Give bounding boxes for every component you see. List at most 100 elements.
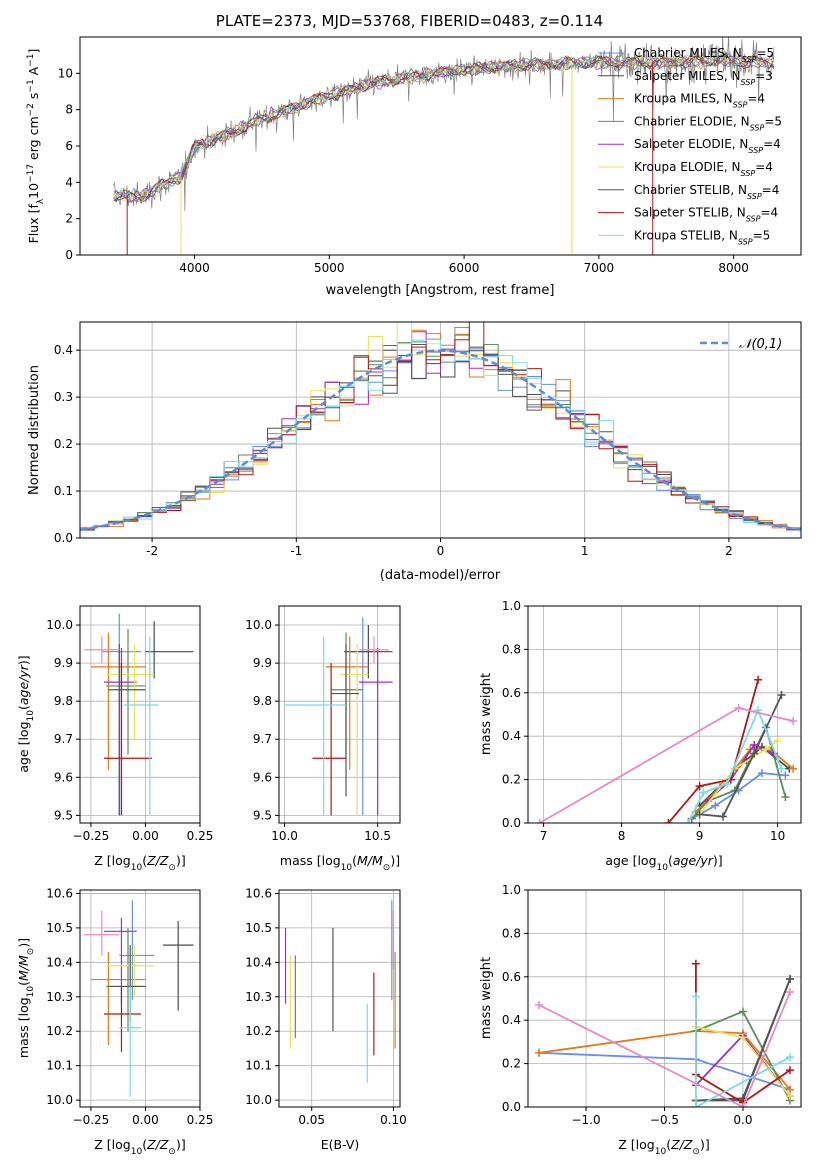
weight-marker	[738, 1103, 747, 1107]
age-weight-panel: 7 8 9 10 0.0 0.2 0.4 0.6 0.8 1.0 age [log10(age/yr…	[479, 599, 802, 873]
x-tick-label: −0.25	[73, 829, 110, 843]
y-tick-label: 10.6	[46, 886, 73, 900]
weight-marker	[750, 749, 759, 758]
plot-area	[80, 322, 801, 532]
x-axis-label: wavelength [Angstrom, rest frame]	[326, 283, 555, 298]
legend-label: 𝒩(0,1)	[739, 337, 782, 352]
y-tick-label: 4	[65, 175, 73, 189]
x-tick-label: 6000	[449, 261, 480, 275]
y-axis-label: mass weight	[479, 673, 494, 755]
y-tick-label: 0	[65, 248, 73, 262]
y-tick-label: 1.0	[502, 883, 521, 897]
legend-label: Chabrier MILES, NSSP=5	[634, 46, 774, 64]
spectrum-legend: Chabrier MILES, NSSP=5 Salpeter MILES, NS…	[598, 46, 782, 246]
y-tick-label: 9.8	[54, 694, 73, 708]
plot-area	[534, 959, 795, 1107]
y-tick-label: 0.4	[502, 1013, 521, 1027]
weight-marker	[722, 779, 731, 788]
plot-area	[84, 900, 194, 1097]
y-tick-label: 10	[58, 66, 73, 80]
legend-label: Salpeter MILES, NSSP=3	[634, 69, 773, 87]
weight-marker	[786, 1066, 795, 1075]
axes-frame	[79, 889, 201, 1108]
z-mass-panel: −0.25 0.00 0.25 10.0 10.1 10.2 10.3 10.4 10.5 10.…	[16, 886, 213, 1157]
y-axis-label: Flux [fλ10−17 erg cm−2 s−1 A−1]	[26, 49, 46, 244]
y-axis-label: mass [log10(M/M⊙)]	[16, 938, 36, 1058]
weight-marker	[786, 1053, 795, 1062]
weight-line	[538, 991, 791, 1107]
weight-marker	[534, 1048, 543, 1057]
x-tick-label: 0.10	[380, 1113, 407, 1127]
weight-marker	[711, 801, 720, 810]
legend-label: Kroupa ELODIE, NSSP=4	[634, 160, 773, 178]
x-tick-label: 10	[770, 829, 785, 843]
legend-label: Salpeter STELIB, NSSP=4	[634, 206, 778, 224]
weight-marker	[786, 974, 795, 983]
weight-marker	[754, 675, 763, 684]
x-axis-label: Z [log10(Z/Z⊙)]	[94, 1137, 185, 1157]
y-tick-label: 2	[65, 212, 73, 226]
x-tick-label: -1	[290, 544, 302, 558]
legend-label: Chabrier ELODIE, NSSP=5	[634, 114, 782, 131]
y-tick-label: 0.3	[54, 390, 73, 404]
axes-frame	[79, 605, 201, 824]
y-tick-label: 0.6	[502, 686, 521, 700]
y-tick-label: 0.2	[502, 773, 521, 787]
y-axis-label: age [log10(age/yr)]	[16, 655, 36, 772]
weight-marker	[664, 819, 673, 823]
figure-title: PLATE=2373, MJD=53768, FIBERID=0483, z=0…	[215, 12, 604, 30]
x-tick-label: 8000	[718, 261, 749, 275]
y-tick-label: 10.0	[245, 1093, 272, 1107]
x-axis-label: E(B-V)	[321, 1137, 360, 1152]
plot-area	[284, 617, 393, 816]
plot-area	[284, 900, 396, 1083]
y-tick-label: 10.4	[245, 955, 272, 969]
x-tick-label: 9	[696, 829, 704, 843]
y-tick-label: 0.2	[54, 437, 73, 451]
y-tick-label: 1.0	[502, 599, 521, 613]
x-tick-label: 0.0	[733, 1113, 752, 1127]
weight-marker	[773, 736, 782, 745]
axes-frame	[527, 605, 802, 824]
weight-marker	[699, 788, 708, 797]
z-age-panel: −0.25 0.00 0.25 9.5 9.6 9.7 9.8 9.9 10.0 Z [log10…	[16, 605, 213, 873]
y-tick-label: 10.1	[46, 1059, 73, 1073]
y-tick-label: 9.9	[54, 656, 73, 670]
y-tick-label: 10.2	[245, 1024, 272, 1038]
x-tick-label: 5000	[314, 261, 345, 275]
y-tick-label: 9.5	[253, 808, 272, 822]
x-axis-label: (data-model)/error	[380, 568, 501, 583]
y-tick-label: 0.2	[502, 1057, 521, 1071]
weight-line	[667, 679, 759, 823]
x-tick-label: 0.05	[298, 1113, 325, 1127]
x-tick-label: 7000	[584, 261, 615, 275]
y-tick-label: 10.6	[245, 886, 272, 900]
ebv-mass-panel: 0.05 0.10 10.0 10.1 10.2 10.3 10.4 10.5 10.6 E(B-…	[245, 886, 407, 1152]
y-axis-label: Normed distribution	[27, 365, 42, 495]
weight-marker	[786, 1092, 795, 1101]
weight-line	[699, 694, 783, 818]
weight-marker	[750, 740, 759, 749]
histogram-panel: -2 -1 0 1 2 0.0 0.1 0.2 0.3 0.4 𝒩(0,1) (data-model)…	[27, 321, 802, 583]
y-tick-label: 0.1	[54, 484, 73, 498]
y-tick-label: 0.0	[502, 816, 521, 830]
weight-marker	[789, 764, 798, 773]
model-spectrum	[113, 55, 775, 202]
x-tick-label: 0.25	[187, 1113, 214, 1127]
x-tick-label: 10.0	[271, 829, 298, 843]
y-tick-label: 10.0	[245, 618, 272, 632]
legend-label: Kroupa STELIB, NSSP=5	[634, 228, 770, 246]
x-tick-label: 0	[437, 544, 445, 558]
weight-line	[539, 707, 794, 823]
y-tick-label: 0.0	[502, 1100, 521, 1114]
weight-marker	[695, 810, 704, 819]
x-tick-label: 10.5	[364, 829, 391, 843]
normal-curve	[80, 349, 801, 532]
model-spectrum	[113, 53, 775, 203]
weight-marker	[758, 769, 766, 778]
axes-frame	[278, 605, 401, 824]
x-tick-label: 0.00	[132, 1113, 159, 1127]
x-tick-label: -2	[146, 544, 158, 558]
x-axis-label: age [log10(age/yr)]	[605, 853, 722, 873]
